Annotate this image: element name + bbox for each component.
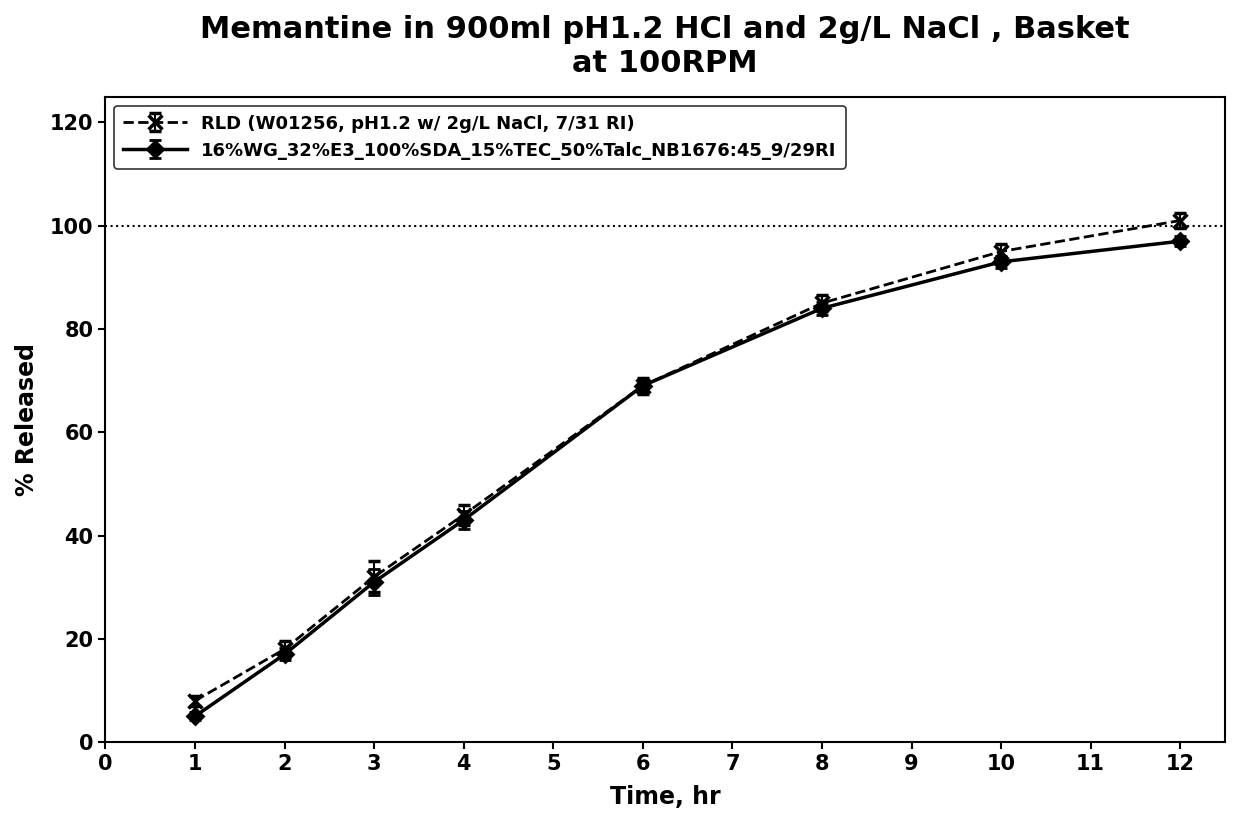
Legend: RLD (W01256, pH1.2 w/ 2g/L NaCl, 7/31 RI), 16%WG_32%E3_100%SDA_15%TEC_50%Talc_NB: RLD (W01256, pH1.2 w/ 2g/L NaCl, 7/31 RI… xyxy=(114,105,846,169)
X-axis label: Time, hr: Time, hr xyxy=(610,785,720,809)
Y-axis label: % Released: % Released xyxy=(15,343,38,496)
Title: Memantine in 900ml pH1.2 HCl and 2g/L NaCl , Basket
at 100RPM: Memantine in 900ml pH1.2 HCl and 2g/L Na… xyxy=(201,15,1130,77)
